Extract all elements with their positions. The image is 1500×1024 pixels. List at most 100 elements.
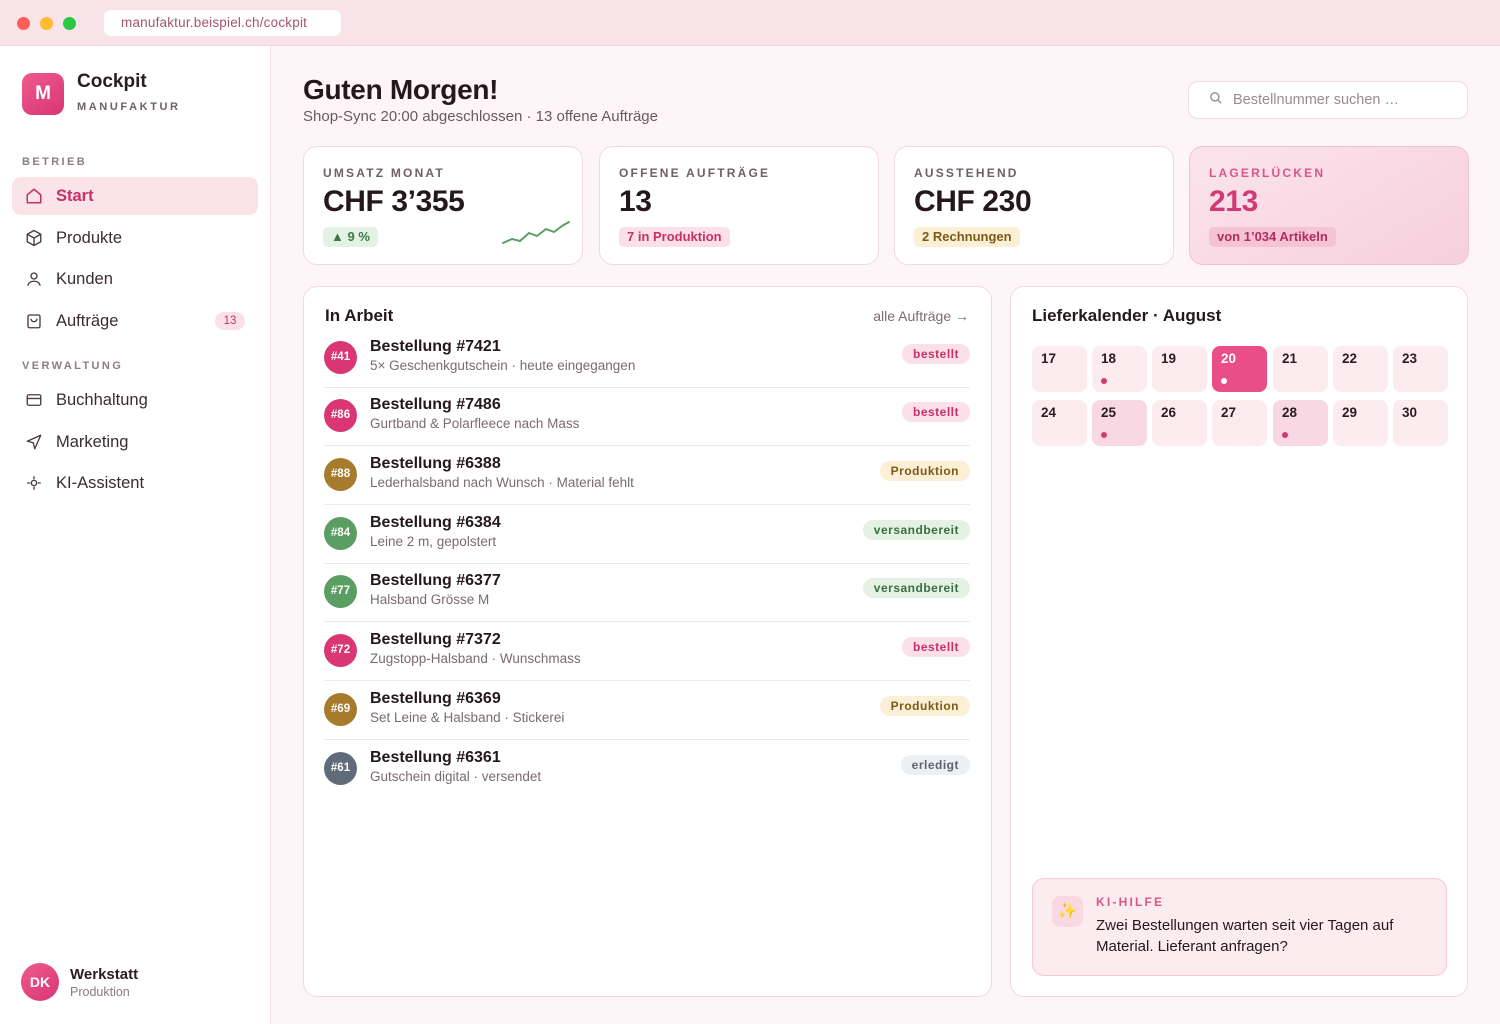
user-role: Produktion: [70, 985, 130, 999]
kpi-card-outstanding[interactable]: AUSSTEHEND CHF 230 2 Rechnungen: [894, 146, 1174, 265]
table-row[interactable]: #77 Bestellung #6377 Halsband Grösse M v…: [324, 564, 970, 622]
calendar-day[interactable]: 18: [1092, 346, 1147, 392]
user-icon: [25, 270, 43, 288]
order-description: Halsband Grösse M: [370, 592, 490, 607]
kpi-card-open-orders[interactable]: OFFENE AUFTRÄGE 13 7 in Produktion: [599, 146, 879, 265]
table-row[interactable]: #72 Bestellung #7372 Zugstopp-Halsband ·…: [324, 623, 970, 681]
calendar-day-number: 26: [1161, 405, 1177, 420]
order-description: 5× Geschenkgutschein · heute eingegangen: [370, 358, 636, 373]
sidebar-item-label: Aufträge: [56, 311, 119, 330]
calendar-day[interactable]: 19: [1152, 346, 1207, 392]
kpi-label: AUSSTEHEND: [914, 166, 1019, 180]
calendar-day[interactable]: 24: [1032, 400, 1087, 446]
order-number-badge: #61: [324, 752, 357, 785]
section-label-admin: VERWALTUNG: [22, 360, 124, 372]
calendar-day-today[interactable]: 20: [1212, 346, 1267, 392]
calendar-day-number: 29: [1342, 405, 1358, 420]
delivery-dot: [1101, 432, 1107, 438]
address-bar[interactable]: manufaktur.beispiel.ch/cockpit: [104, 10, 341, 36]
status-badge: versandbereit: [862, 520, 970, 540]
calendar-day[interactable]: 30: [1393, 400, 1448, 446]
status-badge: Produktion: [879, 696, 970, 716]
search-box[interactable]: [1188, 81, 1468, 119]
table-row[interactable]: #88 Bestellung #6388 Lederhalsband nach …: [324, 447, 970, 505]
maximize-window-button[interactable]: [63, 17, 76, 30]
calendar-day[interactable]: 26: [1152, 400, 1207, 446]
send-icon: [25, 433, 43, 451]
order-number-badge: #72: [324, 634, 357, 667]
delivery-dot: [1282, 432, 1288, 438]
avatar[interactable]: DK: [21, 963, 59, 1001]
calendar-day[interactable]: 21: [1273, 346, 1328, 392]
sparkles-icon: ✨: [1052, 896, 1083, 927]
delivery-dot: [1221, 378, 1227, 384]
status-badge: bestellt: [901, 402, 970, 422]
calendar-day-number: 30: [1402, 405, 1418, 420]
order-number-badge: #88: [324, 458, 357, 491]
sidebar-item-produkte[interactable]: Produkte: [12, 219, 258, 257]
panel-title: Lieferkalender · August: [1032, 306, 1222, 325]
calendar-day[interactable]: 25: [1092, 400, 1147, 446]
brand-name: Cockpit: [77, 71, 147, 92]
sidebar-item-label: Buchhaltung: [56, 390, 148, 409]
minimize-window-button[interactable]: [40, 17, 53, 30]
sidebar-item-ki-assistent[interactable]: KI-Assistent: [12, 464, 258, 502]
table-row[interactable]: #61 Bestellung #6361 Gutschein digital ·…: [324, 741, 970, 799]
all-orders-link[interactable]: alle Aufträge →: [873, 308, 969, 324]
calendar-day[interactable]: 23: [1393, 346, 1448, 392]
close-window-button[interactable]: [17, 17, 30, 30]
search-input[interactable]: [1233, 92, 1453, 108]
calendar-day[interactable]: 17: [1032, 346, 1087, 392]
order-number-badge: #84: [324, 517, 357, 550]
sidebar-item-kunden[interactable]: Kunden: [12, 260, 258, 298]
sidebar-item-buchhaltung[interactable]: Buchhaltung: [12, 381, 258, 419]
order-title: Bestellung #7421: [370, 338, 501, 355]
sidebar-item-start[interactable]: Start: [12, 177, 258, 215]
calendar-day-number: 22: [1342, 351, 1358, 366]
trend-badge: ▲ 9 %: [323, 227, 378, 247]
calendar-day-number: 27: [1221, 405, 1237, 420]
sidebar-item-label: Produkte: [56, 228, 123, 247]
kpi-value: 13: [619, 185, 652, 218]
order-title: Bestellung #6377: [370, 572, 501, 589]
sync-status: Shop-Sync 20:00 abgeschlossen · 13 offen…: [303, 108, 658, 125]
calendar-day[interactable]: 29: [1333, 400, 1388, 446]
status-badge: Produktion: [879, 461, 970, 481]
order-description: Lederhalsband nach Wunsch · Material feh…: [370, 475, 634, 490]
order-title: Bestellung #6384: [370, 514, 501, 531]
kpi-card-revenue[interactable]: UMSATZ MONAT CHF 3’355 ▲ 9 %: [303, 146, 583, 265]
user-name: Werkstatt: [70, 966, 139, 983]
calendar-day-number: 23: [1402, 351, 1418, 366]
status-badge: versandbereit: [862, 578, 970, 598]
kpi-sub-badge: von 1’034 Artikeln: [1209, 227, 1336, 247]
table-row[interactable]: #69 Bestellung #6369 Set Leine & Halsban…: [324, 682, 970, 740]
kpi-label: OFFENE AUFTRÄGE: [619, 166, 771, 180]
table-row[interactable]: #84 Bestellung #6384 Leine 2 m, gepolste…: [324, 506, 970, 564]
ai-hint-label: KI-HILFE: [1096, 895, 1165, 909]
calendar-day-number: 19: [1161, 351, 1177, 366]
brand-logo: M: [22, 73, 64, 115]
kpi-card-stock-gaps[interactable]: LAGERLÜCKEN 213 von 1’034 Artikeln: [1189, 146, 1469, 265]
sidebar-item-label: KI-Assistent: [56, 473, 145, 492]
calendar-day-number: 28: [1282, 405, 1298, 420]
order-title: Bestellung #7486: [370, 396, 501, 413]
table-row[interactable]: #86 Bestellung #7486 Gurtband & Polarfle…: [324, 388, 970, 446]
calendar-day[interactable]: 27: [1212, 400, 1267, 446]
ai-hint-card[interactable]: ✨ KI-HILFE Zwei Bestellungen warten seit…: [1032, 878, 1447, 976]
calendar-day[interactable]: 22: [1333, 346, 1388, 392]
revenue-sparkline: [502, 221, 570, 244]
calendar-day[interactable]: 28: [1273, 400, 1328, 446]
kpi-sub-badge: 2 Rechnungen: [914, 227, 1020, 247]
home-icon: [25, 187, 43, 205]
brand-subtitle: MANUFAKTUR: [77, 101, 181, 113]
order-number-badge: #77: [324, 575, 357, 608]
calendar-day-number: 25: [1101, 405, 1117, 420]
order-description: Zugstopp-Halsband · Wunschmass: [370, 651, 581, 666]
sidebar-item-auftraege[interactable]: Aufträge 13: [12, 302, 258, 340]
order-description: Leine 2 m, gepolstert: [370, 534, 497, 549]
sidebar-item-marketing[interactable]: Marketing: [12, 423, 258, 461]
shopping-bag-icon: [25, 312, 43, 330]
kpi-label: UMSATZ MONAT: [323, 166, 445, 180]
table-row[interactable]: #41 Bestellung #7421 5× Geschenkgutschei…: [324, 330, 970, 388]
ai-hint-text: Zwei Bestellungen warten seit vier Tagen…: [1096, 917, 1394, 955]
